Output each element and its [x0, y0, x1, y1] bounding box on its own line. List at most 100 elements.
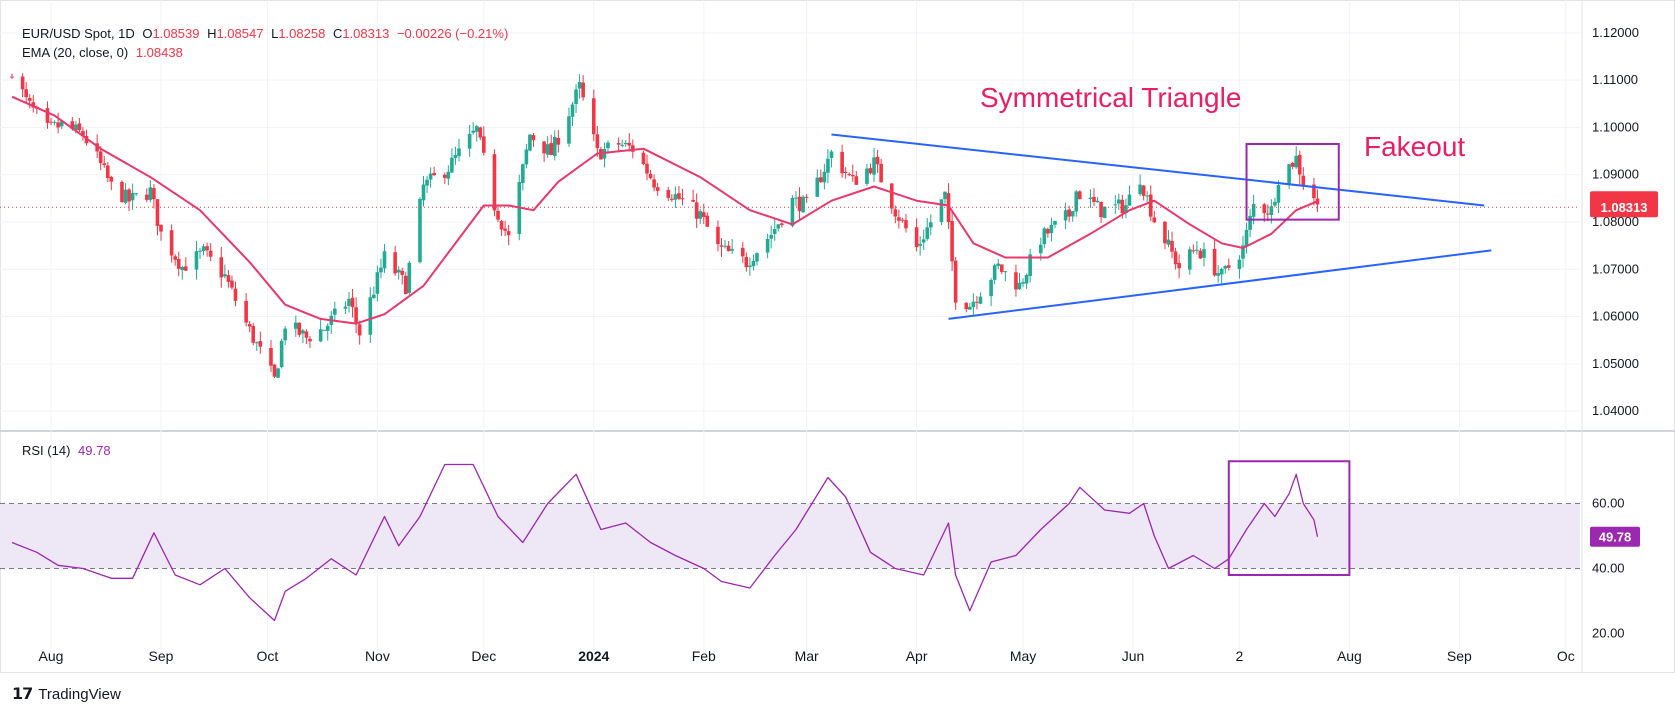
price-tick-label: 1.05000 — [1592, 356, 1639, 371]
symmetrical-triangle-annotation: Symmetrical Triangle — [980, 82, 1242, 113]
candle-body — [1099, 201, 1103, 218]
candle-body — [1301, 175, 1306, 186]
candle-body — [694, 202, 699, 219]
time-tick-label: Nov — [365, 648, 390, 664]
candle-body — [105, 165, 110, 179]
candle-body — [556, 137, 561, 145]
candle-body — [1294, 155, 1298, 168]
candle-body — [173, 256, 177, 260]
candle-body — [1237, 259, 1242, 269]
candle-body — [705, 215, 710, 227]
candle-body — [74, 124, 78, 131]
candle-body — [623, 142, 628, 145]
rsi-axis-badge — [1590, 526, 1640, 547]
candle-body — [755, 253, 759, 262]
candle-body — [396, 269, 401, 273]
candle-body — [677, 193, 681, 199]
rsi-tick-label: 20.00 — [1592, 626, 1625, 641]
candle-body — [989, 280, 993, 297]
rsi-legend: RSI (14) 49.78 — [22, 443, 115, 458]
ema-label[interactable]: EMA (20, close, 0) — [22, 45, 129, 60]
tradingview-footer[interactable]: 𝟭𝟳 TradingView — [12, 684, 121, 704]
candle-body — [478, 127, 483, 138]
change-value: −0.00226 (−0.21%) — [396, 26, 509, 41]
candle-body — [318, 329, 323, 342]
candle-body — [123, 189, 128, 203]
candle-body — [616, 143, 621, 145]
tradingview-brand: TradingView — [38, 685, 121, 703]
candle-body — [375, 272, 380, 294]
candle-body — [950, 220, 954, 262]
candle-body — [446, 171, 451, 179]
candle-body — [1195, 249, 1199, 251]
time-tick-label: Oct — [257, 648, 279, 664]
candle-body — [748, 265, 752, 267]
candle-body — [1262, 204, 1267, 214]
rsi-value: 49.78 — [78, 443, 111, 458]
candle-body — [1127, 194, 1132, 206]
candle-body — [1021, 282, 1025, 284]
candle-body — [652, 179, 656, 188]
trendline-lower — [948, 249, 1492, 320]
candle-body — [769, 234, 773, 239]
candle-body — [801, 196, 805, 213]
overlays — [0, 133, 1580, 576]
candle-body — [258, 341, 263, 347]
candle-body — [294, 322, 298, 329]
candle-body — [347, 298, 351, 306]
candle-body — [691, 199, 695, 202]
candle-body — [354, 307, 358, 324]
candle-body — [379, 267, 383, 273]
candle-body — [524, 149, 529, 165]
time-tick-label: Oc — [1557, 648, 1575, 664]
candle-body — [1177, 262, 1181, 269]
price-tick-label: 1.06000 — [1592, 309, 1639, 324]
candle-body — [929, 222, 933, 228]
candle-body — [492, 154, 497, 211]
rsi-label[interactable]: RSI (14) — [22, 443, 71, 458]
candle-body — [1078, 191, 1082, 200]
candle-body — [1014, 272, 1018, 290]
candle-body — [549, 143, 554, 156]
candle-body — [1244, 229, 1249, 246]
grid — [0, 0, 1675, 673]
candle-body — [726, 245, 731, 252]
candle-body — [1226, 265, 1231, 268]
candle-body — [325, 325, 330, 331]
open-value: 1.08539 — [152, 26, 200, 41]
candle-body — [482, 136, 486, 153]
candle-body — [1198, 250, 1203, 259]
price-tick-label: 1.11000 — [1592, 72, 1638, 87]
candle-body — [1102, 206, 1107, 218]
candle-body — [854, 176, 859, 185]
candle-body — [176, 258, 181, 269]
candle-body — [744, 257, 749, 268]
candle-body — [269, 348, 273, 366]
candle-body — [457, 148, 461, 157]
symbol-label[interactable]: EUR/USD Spot, 1D — [22, 26, 135, 41]
price-tick-label: 1.04000 — [1592, 403, 1639, 418]
candle-body — [425, 179, 429, 186]
tradingview-logo-icon: 𝟭𝟳 — [12, 686, 33, 703]
candle-body — [815, 177, 820, 197]
candle-body — [10, 76, 14, 78]
price-tick-label: 1.09000 — [1592, 167, 1639, 182]
candle-body — [372, 294, 376, 298]
candle-body — [276, 368, 280, 378]
candle-body — [159, 224, 163, 232]
candle-body — [992, 265, 997, 280]
candle-body — [254, 342, 259, 344]
candle-body — [840, 151, 844, 174]
candle-body — [602, 149, 607, 159]
candle-body — [1173, 251, 1178, 265]
fakeout-annotation: Fakeout — [1364, 131, 1466, 162]
candle-body — [208, 250, 213, 257]
open-label: O — [142, 26, 153, 41]
candle-body — [1148, 194, 1153, 217]
candle-body — [343, 306, 348, 309]
candle-body — [1095, 200, 1100, 203]
candle-body — [31, 102, 36, 108]
high-value: 1.08547 — [216, 26, 264, 41]
candle-body — [1273, 201, 1277, 206]
candle-body — [1251, 203, 1256, 217]
